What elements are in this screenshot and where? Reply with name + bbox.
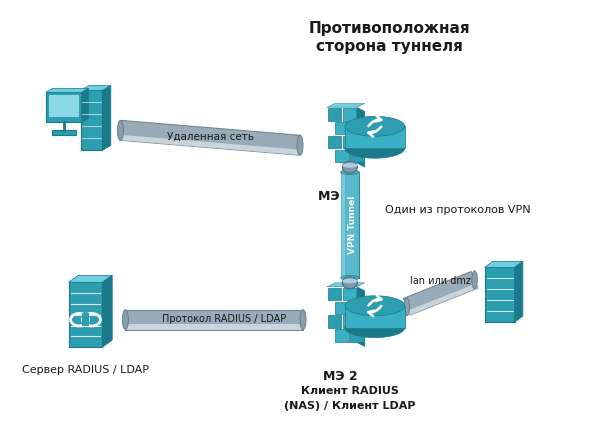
- FancyBboxPatch shape: [52, 130, 76, 135]
- FancyBboxPatch shape: [343, 315, 356, 328]
- Polygon shape: [46, 88, 88, 93]
- Text: Протокол RADIUS / LDAP: Протокол RADIUS / LDAP: [162, 314, 286, 324]
- FancyBboxPatch shape: [335, 122, 349, 135]
- Polygon shape: [403, 272, 478, 315]
- Polygon shape: [80, 86, 111, 90]
- Text: сторона туннеля: сторона туннеля: [316, 38, 463, 53]
- Ellipse shape: [345, 116, 405, 136]
- FancyBboxPatch shape: [350, 150, 364, 162]
- Polygon shape: [103, 275, 112, 347]
- Text: Удаленная сеть: Удаленная сеть: [167, 132, 254, 142]
- Polygon shape: [68, 275, 112, 282]
- Text: МЭ 1: МЭ 1: [317, 190, 352, 203]
- FancyBboxPatch shape: [335, 302, 349, 314]
- FancyBboxPatch shape: [335, 329, 349, 342]
- Text: Клиент RADIUS: Клиент RADIUS: [301, 386, 399, 396]
- Polygon shape: [357, 107, 365, 167]
- Ellipse shape: [118, 120, 124, 140]
- Ellipse shape: [341, 276, 359, 280]
- Polygon shape: [408, 284, 478, 315]
- Ellipse shape: [343, 163, 358, 168]
- Text: VPN Tunnel: VPN Tunnel: [349, 196, 358, 254]
- Polygon shape: [125, 310, 303, 330]
- Polygon shape: [345, 126, 405, 148]
- Text: (NAS) / Клиент LDAP: (NAS) / Клиент LDAP: [284, 401, 416, 411]
- FancyBboxPatch shape: [350, 329, 364, 342]
- Polygon shape: [485, 262, 523, 267]
- Ellipse shape: [472, 271, 477, 289]
- Polygon shape: [357, 287, 365, 347]
- Ellipse shape: [404, 298, 409, 316]
- Ellipse shape: [345, 318, 405, 338]
- Ellipse shape: [341, 170, 359, 174]
- Polygon shape: [327, 283, 365, 287]
- FancyBboxPatch shape: [335, 150, 349, 162]
- Polygon shape: [341, 172, 359, 278]
- FancyBboxPatch shape: [328, 315, 341, 328]
- Text: МЭ 2: МЭ 2: [323, 370, 357, 382]
- Polygon shape: [341, 172, 346, 278]
- Polygon shape: [345, 306, 405, 328]
- FancyBboxPatch shape: [49, 95, 79, 117]
- Polygon shape: [515, 262, 523, 322]
- Polygon shape: [119, 135, 299, 155]
- Polygon shape: [103, 86, 111, 150]
- Ellipse shape: [300, 310, 306, 330]
- FancyBboxPatch shape: [68, 282, 103, 347]
- FancyBboxPatch shape: [350, 302, 364, 314]
- FancyBboxPatch shape: [328, 108, 341, 120]
- FancyBboxPatch shape: [343, 288, 356, 300]
- Text: Сервер RADIUS / LDAP: Сервер RADIUS / LDAP: [22, 365, 149, 374]
- Ellipse shape: [345, 138, 405, 158]
- FancyBboxPatch shape: [343, 108, 356, 120]
- Ellipse shape: [297, 135, 303, 155]
- FancyBboxPatch shape: [80, 90, 103, 150]
- FancyBboxPatch shape: [82, 314, 89, 326]
- Ellipse shape: [343, 279, 358, 284]
- FancyBboxPatch shape: [343, 136, 356, 149]
- Ellipse shape: [343, 161, 358, 173]
- Polygon shape: [82, 88, 88, 122]
- FancyBboxPatch shape: [328, 136, 341, 149]
- Ellipse shape: [345, 296, 405, 316]
- Ellipse shape: [343, 277, 358, 289]
- FancyBboxPatch shape: [46, 93, 82, 122]
- Text: Противоположная: Противоположная: [309, 21, 470, 36]
- Polygon shape: [327, 103, 365, 107]
- Polygon shape: [119, 120, 301, 155]
- Text: Один из протоколов VPN: Один из протоколов VPN: [385, 205, 530, 215]
- FancyBboxPatch shape: [350, 122, 364, 135]
- Ellipse shape: [122, 310, 128, 330]
- Polygon shape: [125, 324, 303, 330]
- Text: lan или dmz: lan или dmz: [410, 277, 471, 286]
- FancyBboxPatch shape: [485, 267, 515, 322]
- FancyBboxPatch shape: [328, 288, 341, 300]
